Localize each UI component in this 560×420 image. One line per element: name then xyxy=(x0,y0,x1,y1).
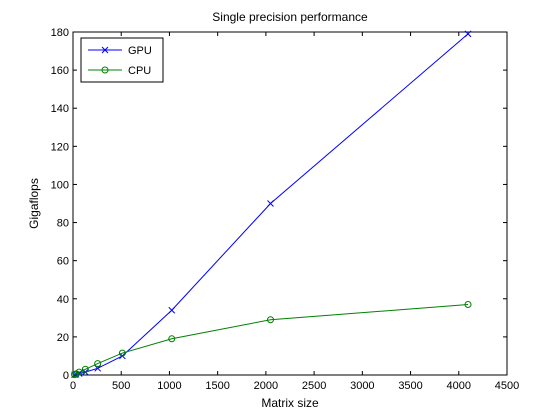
y-tick-label: 40 xyxy=(57,294,69,306)
data-point-gpu xyxy=(464,30,472,38)
axis-ticks: 0 500 1000 1500 2000 2500 3000 3500 4000 4500 0 20 4… xyxy=(51,27,520,392)
x-tick-label: 2500 xyxy=(302,380,326,392)
chart-title: Single precision performance xyxy=(212,10,368,24)
legend-box xyxy=(80,37,164,83)
y-tick-label: 140 xyxy=(51,103,69,115)
y-tick-label: 160 xyxy=(51,65,69,77)
data-point-cpu xyxy=(94,360,102,368)
x-tick-label: 1000 xyxy=(157,380,181,392)
legend-item-gpu: GPU xyxy=(88,45,152,57)
x-tick-label: 3000 xyxy=(350,380,374,392)
data-point-gpu xyxy=(168,306,176,314)
data-point-cpu xyxy=(75,368,83,376)
y-tick-label: 60 xyxy=(57,256,69,268)
x-tick-label: 3500 xyxy=(398,380,422,392)
x-tick-label: 2000 xyxy=(254,380,278,392)
x-tick-label: 4000 xyxy=(447,380,471,392)
y-tick-label: 120 xyxy=(51,141,69,153)
data-point-cpu xyxy=(267,316,275,324)
x-tick-label: 500 xyxy=(112,380,130,392)
plot-area xyxy=(72,31,508,376)
series-layer xyxy=(71,30,472,379)
legend-marker-gpu xyxy=(101,46,109,54)
y-axis-title: Gigaflops xyxy=(27,178,41,229)
x-axis-title: Matrix size xyxy=(261,396,319,410)
data-point-gpu xyxy=(267,200,274,207)
y-tick-label: 20 xyxy=(57,332,69,344)
y-tick-label: 80 xyxy=(57,218,69,230)
data-point-cpu xyxy=(118,349,126,357)
legend: GPU CPU xyxy=(80,37,164,83)
data-point-cpu xyxy=(168,335,176,343)
y-tick-label: 100 xyxy=(51,179,69,191)
series-cpu xyxy=(71,300,472,379)
legend-label-cpu: CPU xyxy=(128,65,151,77)
y-tick-label: 180 xyxy=(51,27,69,39)
legend-marker-cpu xyxy=(101,66,109,74)
data-point-cpu xyxy=(464,300,472,308)
x-tick-label: 1500 xyxy=(205,380,229,392)
y-tick-label: 0 xyxy=(63,370,69,382)
x-tick-label: 4500 xyxy=(495,380,519,392)
x-tick-label: 0 xyxy=(70,380,76,392)
legend-label-gpu: GPU xyxy=(128,45,152,57)
legend-item-cpu: CPU xyxy=(88,65,151,77)
data-point-cpu xyxy=(81,365,89,373)
